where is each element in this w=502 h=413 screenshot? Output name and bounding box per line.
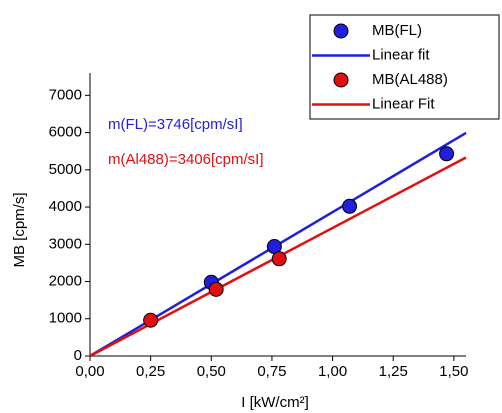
data-point (342, 198, 358, 214)
y-tick-label: 0 (74, 347, 82, 364)
x-axis-label: I [kW/cm²] (241, 394, 309, 411)
y-tick-label: 2000 (49, 272, 82, 289)
legend-marker (333, 72, 349, 88)
legend-marker (333, 23, 349, 39)
legend-label: Linear Fit (372, 95, 435, 112)
y-axis-label: MB [cpm/s] (11, 192, 28, 267)
data-point (208, 281, 224, 297)
y-tick-label: 4000 (49, 198, 82, 215)
y-tick-label: 7000 (49, 86, 82, 103)
data-point (439, 146, 455, 162)
y-tick-label: 5000 (49, 161, 82, 178)
annotation: m(FL)=3746[cpm/sI] (108, 116, 243, 133)
x-tick-label: 1,25 (379, 363, 408, 380)
x-tick-label: 1,00 (318, 363, 347, 380)
x-tick-label: 0,25 (136, 363, 165, 380)
annotation: m(Al488)=3406[cpm/sI] (108, 151, 264, 168)
x-tick-label: 1,50 (439, 363, 468, 380)
x-tick-label: 0,00 (75, 363, 104, 380)
y-tick-label: 6000 (49, 124, 82, 141)
x-tick-label: 0,50 (197, 363, 226, 380)
y-tick-label: 1000 (49, 310, 82, 327)
legend-label: MB(FL) (372, 22, 422, 39)
legend-label: MB(AL488) (372, 71, 448, 88)
y-tick-label: 3000 (49, 235, 82, 252)
data-point (143, 312, 159, 328)
data-point (271, 251, 287, 267)
x-tick-label: 0,75 (257, 363, 286, 380)
legend-label: Linear fit (372, 46, 430, 63)
